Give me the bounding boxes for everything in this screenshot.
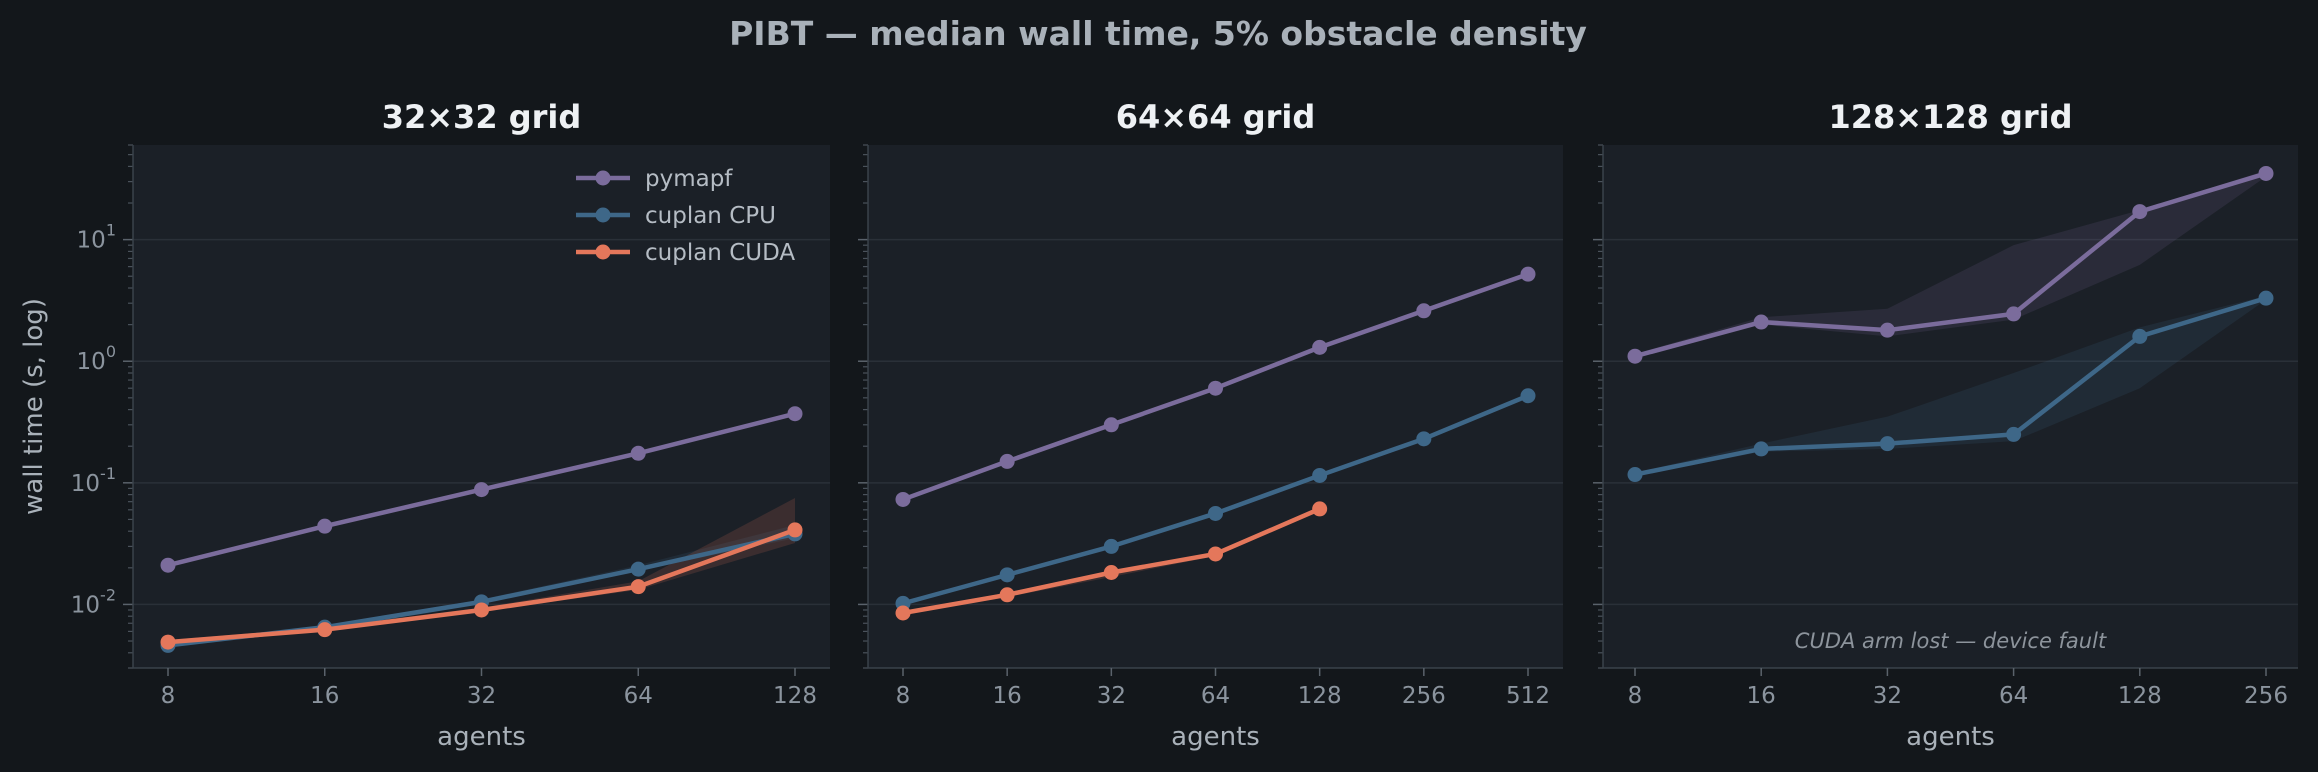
data-point bbox=[1753, 314, 1769, 330]
data-point bbox=[999, 453, 1015, 469]
data-point bbox=[2006, 306, 2022, 322]
legend-swatch-marker bbox=[595, 207, 611, 223]
data-point bbox=[630, 445, 646, 461]
x-tick-label: 8 bbox=[1628, 683, 1643, 709]
x-tick-label: 128 bbox=[773, 683, 817, 709]
y-tick-exponent: -1 bbox=[100, 464, 116, 483]
data-point bbox=[1208, 380, 1223, 396]
data-point bbox=[630, 561, 646, 577]
data-point bbox=[1627, 348, 1643, 364]
data-point bbox=[2006, 426, 2022, 442]
data-point bbox=[317, 622, 333, 638]
x-tick-label: 256 bbox=[2244, 683, 2288, 709]
data-point bbox=[317, 518, 333, 534]
data-point bbox=[2132, 328, 2148, 344]
x-tick-label: 256 bbox=[1402, 683, 1446, 709]
x-tick-label: 128 bbox=[2118, 683, 2162, 709]
plot-area bbox=[133, 145, 830, 668]
data-point bbox=[787, 406, 803, 422]
panel-title: 64×64 grid bbox=[1116, 98, 1316, 136]
data-point bbox=[1879, 322, 1895, 338]
uncertainty-band bbox=[168, 498, 795, 645]
x-tick-label: 16 bbox=[993, 683, 1022, 709]
data-point bbox=[474, 602, 489, 618]
x-axis-label: agents bbox=[437, 722, 526, 752]
y-tick-exponent: -2 bbox=[100, 585, 116, 604]
data-point bbox=[895, 491, 911, 507]
data-point bbox=[1103, 417, 1119, 433]
data-point bbox=[1879, 436, 1895, 452]
data-point bbox=[787, 522, 803, 538]
series-line bbox=[1634, 171, 2267, 359]
x-tick-label: 32 bbox=[1873, 683, 1902, 709]
legend-label: pymapf bbox=[645, 166, 733, 192]
panel-3: 8 16 32 64 128 256 128×128 grid agents CUDA arm … bbox=[1593, 98, 2298, 752]
x-tick-label: 64 bbox=[624, 683, 653, 709]
uncertainty-band bbox=[1635, 295, 2266, 477]
data-point bbox=[1103, 538, 1119, 554]
annotation-text: CUDA arm lost — device fault bbox=[1795, 629, 2107, 653]
data-point bbox=[1627, 467, 1643, 483]
data-point bbox=[1520, 388, 1536, 404]
legend-label: cuplan CUDA bbox=[645, 240, 795, 266]
panel-2: 8 16 32 64 128 256 512 64×64 grid agents bbox=[858, 98, 1563, 752]
data-point bbox=[1416, 431, 1432, 447]
legend: pymapf cuplan CPU cuplan CUDA bbox=[576, 166, 795, 266]
data-point bbox=[1103, 565, 1119, 581]
x-tick-label: 8 bbox=[896, 683, 911, 709]
data-point bbox=[1753, 441, 1769, 457]
data-point bbox=[1312, 339, 1328, 355]
data-point bbox=[160, 634, 176, 650]
legend-label: cuplan CPU bbox=[645, 203, 776, 229]
x-tick-label: 16 bbox=[1747, 683, 1776, 709]
data-point bbox=[999, 567, 1015, 583]
x-tick-label: 8 bbox=[161, 683, 176, 709]
x-tick-label: 64 bbox=[1201, 683, 1230, 709]
x-tick-label: 512 bbox=[1506, 683, 1550, 709]
x-tick-label: 64 bbox=[1999, 683, 2028, 709]
data-point bbox=[1208, 505, 1223, 521]
data-point bbox=[2258, 165, 2274, 181]
data-point bbox=[1312, 501, 1328, 517]
y-axis-label: wall time (s, log) bbox=[19, 298, 49, 515]
x-tick-label: 32 bbox=[1097, 683, 1126, 709]
panel-title: 32×32 grid bbox=[382, 98, 582, 136]
data-point bbox=[474, 482, 489, 498]
data-point bbox=[1312, 467, 1328, 483]
x-tick-label: 16 bbox=[310, 683, 339, 709]
data-point bbox=[895, 605, 911, 621]
panel-title: 128×128 grid bbox=[1828, 98, 2072, 136]
x-axis-label: agents bbox=[1906, 722, 1995, 752]
data-point bbox=[1208, 546, 1223, 562]
series-line bbox=[1634, 296, 2267, 477]
data-point bbox=[160, 557, 176, 573]
data-point bbox=[2258, 290, 2274, 306]
figure-title: PIBT — median wall time, 5% obstacle den… bbox=[729, 14, 1587, 53]
data-point bbox=[999, 587, 1015, 603]
y-tick-exponent: 1 bbox=[106, 221, 116, 240]
x-tick-label: 128 bbox=[1298, 683, 1342, 709]
data-point bbox=[2132, 204, 2148, 220]
data-point bbox=[1520, 266, 1536, 282]
data-point bbox=[1416, 303, 1432, 319]
legend-swatch-marker bbox=[595, 244, 611, 260]
data-point bbox=[630, 579, 646, 595]
y-tick-exponent: 0 bbox=[106, 342, 116, 361]
legend-swatch-marker bbox=[595, 170, 611, 186]
x-tick-label: 32 bbox=[467, 683, 496, 709]
plot-area bbox=[1603, 145, 2298, 668]
x-axis-label: agents bbox=[1171, 722, 1260, 752]
plot-area bbox=[868, 145, 1563, 668]
